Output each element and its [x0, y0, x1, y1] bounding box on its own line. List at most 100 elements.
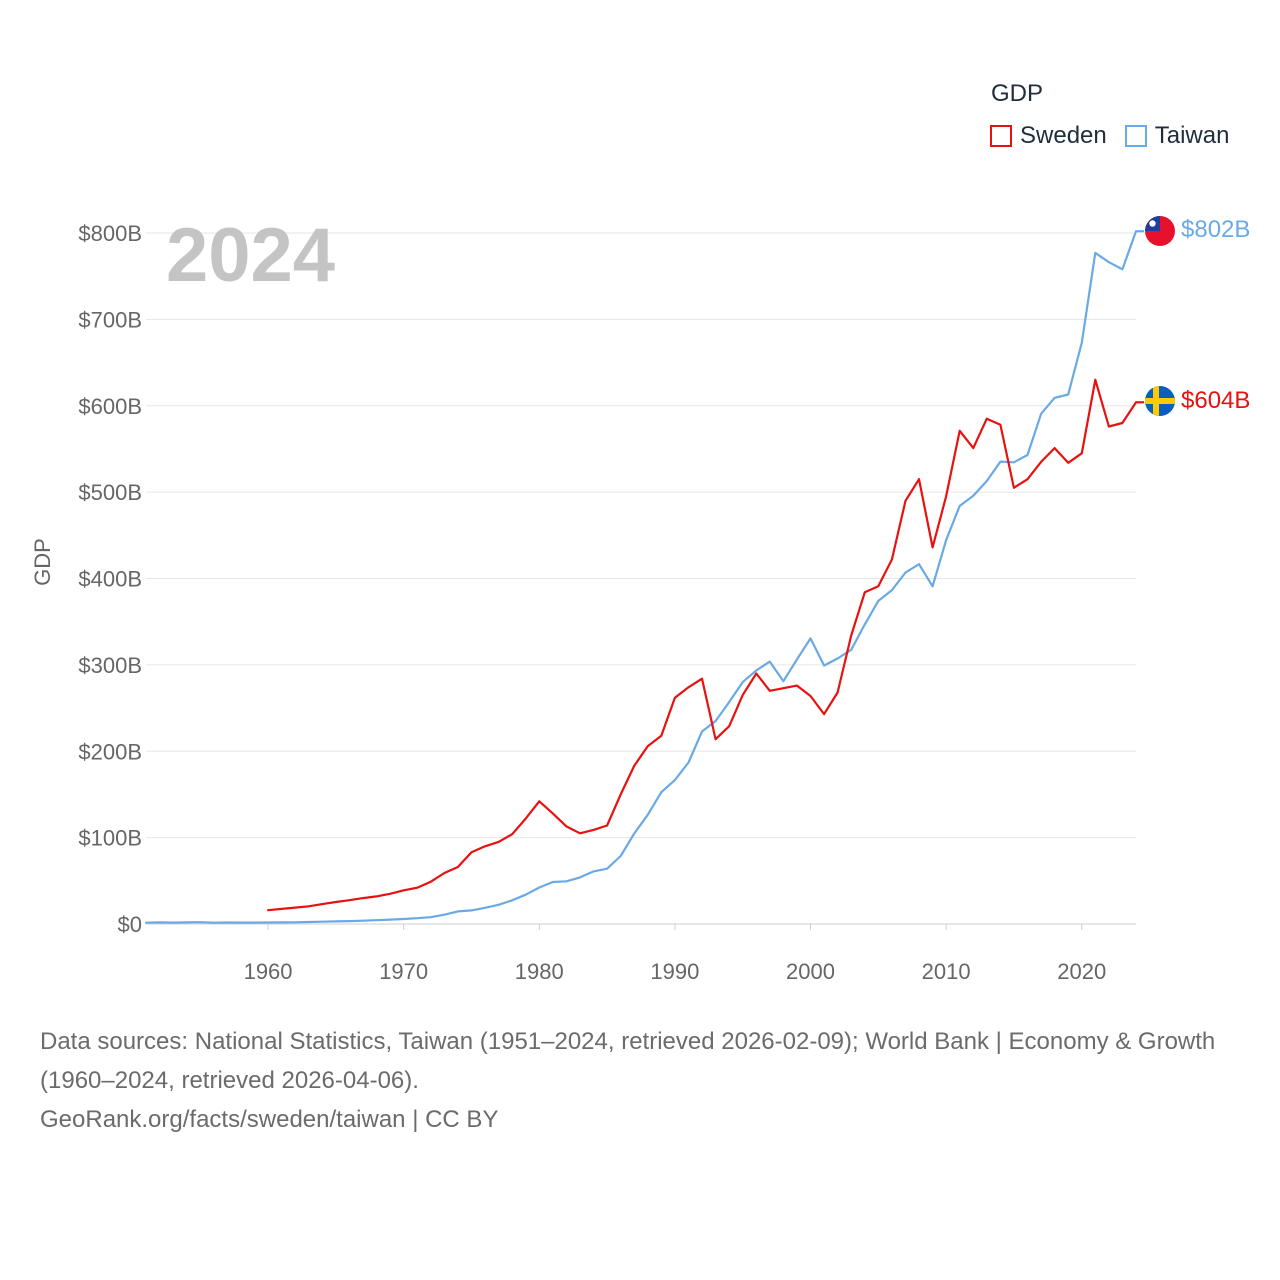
taiwan-point — [741, 680, 745, 684]
sweden-point — [917, 477, 921, 481]
taiwan-point — [158, 920, 162, 924]
taiwan-point — [510, 898, 514, 902]
sweden-point — [334, 900, 338, 904]
taiwan-point — [687, 761, 691, 765]
taiwan-point — [781, 679, 785, 683]
taiwan-point — [185, 920, 189, 924]
sweden-point — [809, 694, 813, 698]
sweden-point — [1026, 477, 1030, 481]
taiwan-point — [646, 813, 650, 817]
sweden-point — [537, 799, 541, 803]
legend-item-taiwan[interactable]: Taiwan — [1124, 122, 1229, 150]
taiwan-point — [700, 730, 704, 734]
x-tick-label: 1970 — [379, 959, 428, 984]
taiwan-point — [727, 700, 731, 704]
taiwan-point — [1120, 267, 1124, 271]
source-note: Data sources: National Statistics, Taiwa… — [40, 1022, 1240, 1139]
taiwan-point — [1093, 251, 1097, 255]
taiwan-point — [619, 854, 623, 858]
taiwan-point — [307, 920, 311, 924]
sweden-point — [890, 558, 894, 562]
taiwan-point — [863, 622, 867, 626]
taiwan-point — [1066, 393, 1070, 397]
sweden-point — [727, 724, 731, 728]
x-tick-label: 1980 — [515, 959, 564, 984]
taiwan-point — [904, 571, 908, 575]
taiwan-point — [293, 920, 297, 924]
sweden-point — [904, 499, 908, 503]
taiwan-point — [1107, 260, 1111, 264]
sweden-point — [1053, 446, 1057, 450]
taiwan-point — [266, 921, 270, 925]
taiwan-point — [605, 867, 609, 871]
taiwan-end-value: $802B — [1181, 216, 1250, 243]
taiwan-point — [483, 906, 487, 910]
taiwan-point — [198, 920, 202, 924]
sweden-point — [280, 907, 284, 911]
sweden-point — [320, 902, 324, 906]
taiwan-point — [1012, 460, 1016, 464]
y-tick-label: $200B — [78, 739, 142, 764]
sweden-point — [659, 734, 663, 738]
taiwan-point — [253, 921, 257, 925]
legend: Sweden Taiwan — [990, 122, 1247, 150]
taiwan-point — [809, 636, 813, 640]
taiwan-point — [524, 893, 528, 897]
sweden-point — [361, 896, 365, 900]
sweden-point — [768, 689, 772, 693]
taiwan-point — [456, 909, 460, 913]
legend-item-sweden[interactable]: Sweden — [990, 122, 1107, 150]
source-line-1: Data sources: National Statistics, Taiwa… — [40, 1028, 1216, 1094]
y-tick-label: $300B — [78, 653, 142, 678]
sweden-point — [388, 892, 392, 896]
taiwan-point — [592, 869, 596, 873]
x-axis-ticks: 1960 1970 1980 1990 2000 2010 2020 — [244, 924, 1106, 984]
sweden-point — [876, 584, 880, 588]
sweden-point — [551, 811, 555, 815]
y-tick-label: $400B — [78, 567, 142, 592]
sweden-point — [442, 871, 446, 875]
series-taiwan — [144, 230, 1144, 925]
sweden-point — [510, 832, 514, 836]
sweden-point — [1093, 378, 1097, 382]
taiwan-point — [971, 494, 975, 498]
series-line-taiwan[interactable] — [144, 230, 1138, 924]
sweden-point — [646, 744, 650, 748]
taiwan-point — [944, 538, 948, 542]
sweden-point — [863, 590, 867, 594]
taiwan-point — [673, 778, 677, 782]
taiwan-point — [144, 921, 148, 925]
sweden-point — [578, 831, 582, 835]
series-line-sweden[interactable] — [267, 378, 1138, 912]
taiwan-point — [632, 832, 636, 836]
taiwan-flag-icon — [1145, 216, 1175, 246]
sweden-point — [700, 677, 704, 681]
taiwan-point — [388, 918, 392, 922]
sweden-point — [592, 828, 596, 832]
sweden-point — [1107, 425, 1111, 429]
taiwan-point — [1080, 341, 1084, 345]
taiwan-point — [768, 660, 772, 664]
sweden-point — [564, 824, 568, 828]
taiwan-point — [442, 913, 446, 917]
source-line-2[interactable]: GeoRank.org/facts/sweden/taiwan | CC BY — [40, 1106, 499, 1133]
y-axis-label: GDP — [30, 538, 55, 586]
taiwan-point — [958, 504, 962, 508]
taiwan-point — [497, 903, 501, 907]
series-lines — [144, 230, 1144, 925]
sweden-point — [931, 545, 935, 549]
legend-title: GDP — [991, 80, 1044, 107]
taiwan-point — [212, 921, 216, 925]
taiwan-point — [415, 916, 419, 920]
legend-swatch-taiwan — [1124, 125, 1147, 147]
taiwan-point — [537, 886, 541, 890]
sweden-point — [415, 886, 419, 890]
taiwan-point — [659, 790, 663, 794]
sweden-point — [632, 764, 636, 768]
sweden-point — [822, 712, 826, 716]
taiwan-point — [564, 879, 568, 883]
sweden-point — [470, 850, 474, 854]
taiwan-point — [822, 664, 826, 668]
gridlines — [146, 232, 1136, 839]
sweden-point — [347, 898, 351, 902]
